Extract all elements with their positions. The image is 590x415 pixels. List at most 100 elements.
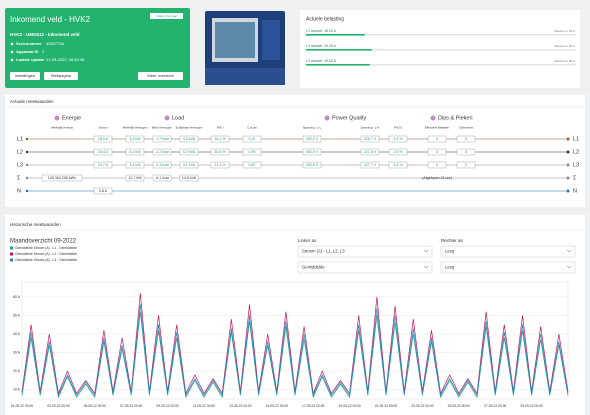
value-box [41, 174, 83, 182]
x-tick-label: 23-09-22 00:00 [411, 404, 434, 408]
x-tick-label: 09-09-22 00:00 [156, 404, 179, 408]
y-tick-label: 30 A [13, 350, 21, 354]
value-box [152, 148, 172, 156]
column-label: Blind Vermogen [152, 126, 172, 130]
section-dot [164, 115, 170, 121]
x-tick-label: 03-09-22 00:00 [47, 404, 70, 408]
column-label: Schijnbaar Vermogen [176, 126, 203, 130]
value: 226,7 V [364, 137, 377, 141]
button-label[interactable]: Webpagina [51, 73, 72, 78]
phase-start [25, 189, 29, 193]
value-box [242, 148, 262, 156]
value: 16,2 % [214, 137, 226, 141]
load-title: Actuele belasting [306, 16, 344, 22]
value-box [427, 148, 447, 156]
value-box [179, 148, 199, 156]
row-label: N [573, 188, 577, 194]
measure-card [5, 95, 585, 207]
value-box [93, 161, 113, 169]
history-title: Historische meetwaarden [10, 222, 61, 227]
value: 0 [465, 163, 467, 167]
select-value[interactable]: Leeg [445, 249, 455, 254]
series-line [21, 311, 569, 399]
select[interactable] [440, 245, 576, 258]
value: 2,6 % [393, 150, 403, 154]
bar-track [306, 49, 576, 51]
value: 149.364.256 kWh [48, 176, 76, 180]
select-value[interactable]: Leeg [445, 265, 455, 270]
value-box [152, 174, 172, 182]
value: 5,7 kVA [183, 150, 196, 154]
x-tick-label: 05-09-22 00:00 [84, 404, 107, 408]
value: 0 [436, 137, 438, 141]
select[interactable] [297, 261, 433, 274]
value-box [93, 135, 113, 143]
value-box [210, 135, 230, 143]
value: 30,4 % [214, 150, 226, 154]
value: -1,7 kvar [155, 137, 170, 141]
select-arrow [423, 249, 429, 253]
value: 227,7 V [364, 163, 377, 167]
button[interactable] [44, 72, 78, 80]
value-box [427, 161, 447, 169]
button[interactable] [138, 72, 183, 80]
y-tick-label: 50 A [13, 313, 21, 317]
value: 0,91 [249, 137, 256, 141]
value: (Afgelopen 24 uur) [422, 176, 452, 180]
value-box [456, 148, 476, 156]
row-label: Σ [573, 175, 577, 181]
status-text: Status Normaal [156, 14, 177, 18]
value: 14,5 kVA [182, 176, 197, 180]
value-box [152, 135, 172, 143]
row-label: Σ [17, 175, 21, 181]
serial: 42007736 [46, 41, 65, 46]
select[interactable] [440, 261, 576, 274]
value-box [242, 161, 262, 169]
value: 2,5 % [393, 137, 403, 141]
status-badge [150, 13, 183, 19]
device-id: 2 [42, 49, 45, 54]
section-title: Energie [62, 115, 81, 121]
x-tick-label: 21-09-22 00:00 [375, 404, 398, 408]
column-label: Effectieve Waarden [425, 126, 450, 130]
value-box [125, 174, 145, 182]
value-box [210, 161, 230, 169]
value: 21,3 % [214, 163, 226, 167]
button[interactable] [10, 72, 40, 80]
select-value[interactable]: Gemiddelde [302, 265, 325, 270]
value-box [427, 135, 447, 143]
chart-title: Maandoverzicht 09-2022 [10, 239, 77, 245]
legend-label: Gemiddelde Stroom (A) - L3 - Gemiddelde [15, 258, 77, 262]
column-label: Spanning - L-N [361, 126, 380, 130]
bar-max: Maximum: 83 A [554, 59, 575, 63]
history-card [5, 215, 585, 415]
value: 2,6 % [393, 163, 403, 167]
select-arrow [566, 265, 572, 269]
value-box [179, 174, 199, 182]
column-label: Werkelijk Vermogen [123, 126, 148, 130]
value-box [125, 161, 145, 169]
value-box [242, 135, 262, 143]
button-label[interactable]: Meer overzicht [147, 73, 174, 78]
button-label[interactable]: Instellingen [15, 73, 35, 78]
value-box [179, 135, 199, 143]
value-box [456, 161, 476, 169]
row-label: N [17, 188, 21, 194]
phase-start [25, 163, 29, 167]
value-box [93, 187, 113, 195]
row-label: L1 [17, 136, 23, 142]
section-dot [324, 115, 330, 121]
bar-fill [306, 64, 370, 66]
value-box [179, 161, 199, 169]
value: 3,4 kW [129, 163, 141, 167]
phase-end [566, 137, 570, 141]
value-box [152, 161, 172, 169]
legend-swatch [10, 258, 13, 262]
section-title: Load [172, 115, 184, 121]
x-tick-label: 29-09-22 00:00 [520, 404, 543, 408]
value: 0,87 [249, 163, 256, 167]
icon [10, 50, 14, 54]
select[interactable] [297, 245, 433, 258]
select-value[interactable]: Stroom (A) - L1, L2, L3 [302, 249, 345, 254]
